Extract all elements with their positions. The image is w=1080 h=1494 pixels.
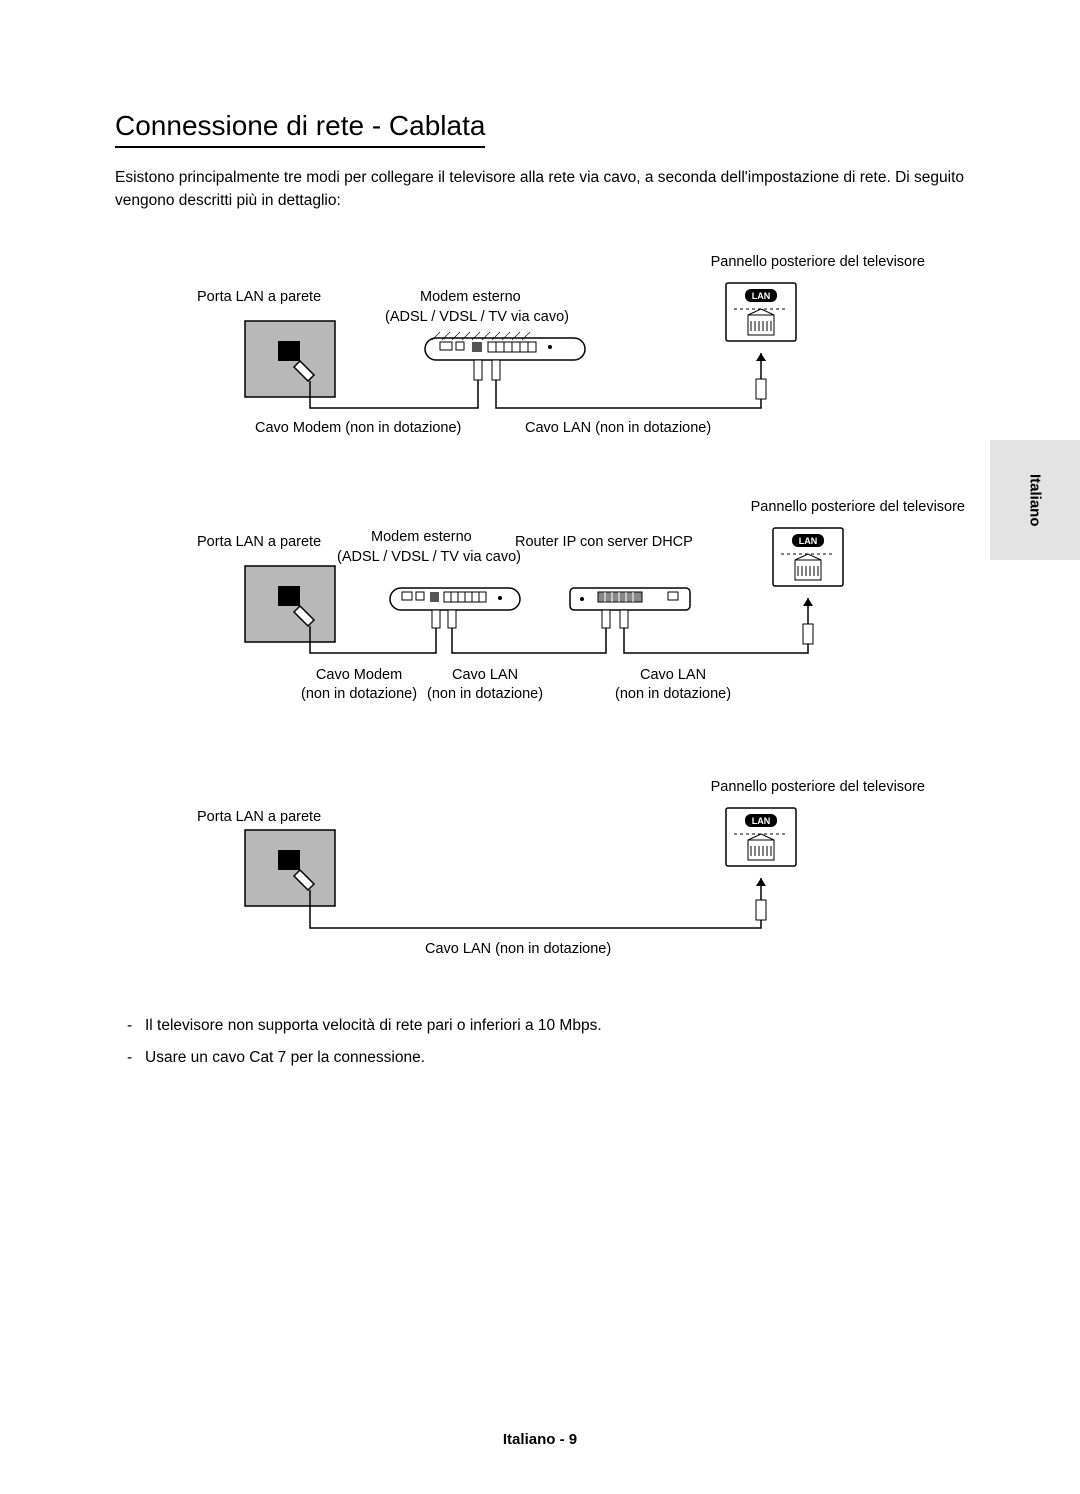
- d2-label-modem-sub: (ADSL / VDSL / TV via cavo): [337, 548, 521, 568]
- d3-label-wall-port: Porta LAN a parete: [197, 808, 321, 828]
- label-cable-lan: Cavo LAN (non in dotazione): [525, 419, 711, 439]
- diagram-3: Pannello posteriore del televisore Porta…: [115, 778, 965, 963]
- d2-label-panel-rear: Pannello posteriore del televisore: [751, 498, 965, 518]
- d2-cable-modem: Cavo Modem(non in dotazione): [301, 666, 417, 705]
- language-tab-label: Italiano: [1027, 474, 1044, 527]
- page-footer: Italiano - 9: [0, 1431, 1080, 1448]
- d2-label-wall-port: Porta LAN a parete: [197, 533, 321, 553]
- footer-lang: Italiano - 9: [503, 1431, 577, 1448]
- label-wall-port: Porta LAN a parete: [197, 288, 321, 308]
- d2-lan-badge-text: LAN: [799, 536, 818, 546]
- d3-label-panel-rear: Pannello posteriore del televisore: [711, 778, 925, 798]
- diagram-1: Pannello posteriore del televisore Porta…: [115, 253, 965, 448]
- diagram-3-svg: LAN: [170, 778, 910, 963]
- label-modem-sub: (ADSL / VDSL / TV via cavo): [385, 308, 569, 328]
- label-cable-modem: Cavo Modem (non in dotazione): [255, 419, 461, 439]
- d2-cable-lan-2: Cavo LAN(non in dotazione): [615, 666, 731, 705]
- diagram-2: Pannello posteriore del televisore Porta…: [115, 498, 965, 728]
- intro-text: Esistono principalmente tre modi per col…: [115, 166, 965, 213]
- d3-cable-lan: Cavo LAN (non in dotazione): [425, 940, 611, 960]
- d2-label-router: Router IP con server DHCP: [515, 533, 693, 553]
- page-title: Connessione di rete - Cablata: [115, 110, 485, 148]
- d2-cable-lan-1: Cavo LAN(non in dotazione): [427, 666, 543, 705]
- d2-label-modem-ext: Modem esterno: [371, 528, 472, 548]
- notes-list: Il televisore non supporta velocità di r…: [115, 1013, 965, 1072]
- note-item: Usare un cavo Cat 7 per la connessione.: [115, 1045, 965, 1071]
- label-panel-rear: Pannello posteriore del televisore: [711, 253, 925, 273]
- lan-badge-text: LAN: [752, 291, 771, 301]
- label-modem-ext: Modem esterno: [420, 288, 521, 308]
- d3-lan-badge-text: LAN: [752, 816, 771, 826]
- note-item: Il televisore non supporta velocità di r…: [115, 1013, 965, 1039]
- language-tab: Italiano: [990, 440, 1080, 560]
